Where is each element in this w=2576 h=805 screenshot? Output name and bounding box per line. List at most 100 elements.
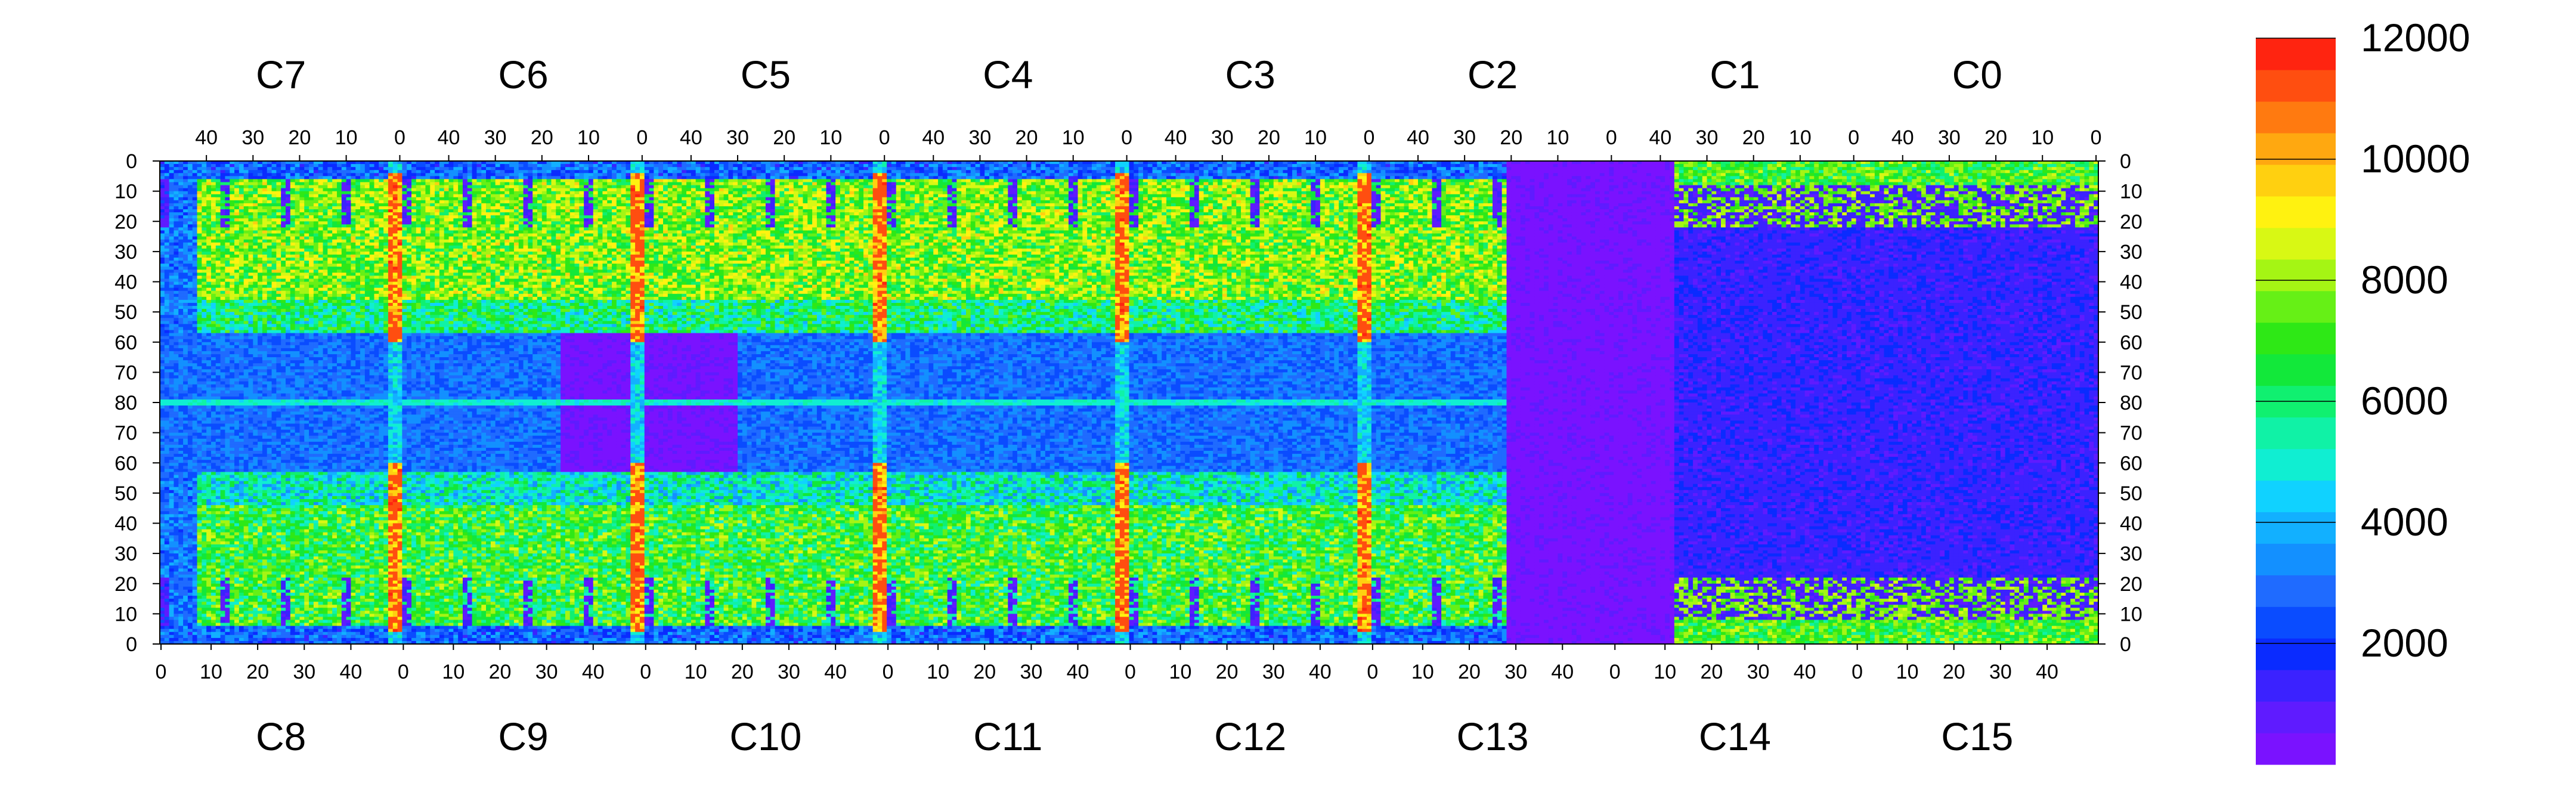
- heatmap-cell: [216, 402, 221, 406]
- heatmap-cell: [197, 635, 202, 639]
- heatmap-cell: [165, 197, 169, 201]
- heatmap-cell: [183, 466, 188, 469]
- heatmap-cell: [178, 414, 183, 418]
- heatmap-cell: [225, 463, 230, 466]
- heatmap-cell: [174, 240, 178, 243]
- heatmap-cell: [216, 587, 221, 590]
- heatmap-cell: [165, 553, 169, 557]
- heatmap-cell: [174, 493, 178, 497]
- heatmap-cell: [221, 252, 225, 255]
- heatmap-cell: [225, 288, 230, 292]
- heatmap-cell: [211, 448, 216, 451]
- heatmap-cell: [202, 535, 206, 539]
- heatmap-cell: [216, 623, 221, 627]
- heatmap-cell: [206, 397, 211, 400]
- heatmap-cell: [178, 611, 183, 614]
- heatmap-cell: [202, 297, 206, 301]
- heatmap-cell: [165, 556, 169, 560]
- heatmap-cell: [230, 312, 234, 315]
- heatmap-cell: [202, 532, 206, 536]
- heatmap-cell: [178, 264, 183, 267]
- heatmap-cell: [197, 442, 202, 445]
- heatmap-cell: [174, 427, 178, 431]
- heatmap-cell: [178, 635, 183, 639]
- heatmap-cell: [206, 167, 211, 171]
- heatmap-cell: [206, 275, 211, 279]
- heatmap-cell: [169, 333, 174, 337]
- heatmap-cell: [188, 246, 193, 249]
- heatmap-cell: [188, 505, 193, 509]
- heatmap-cell: [165, 541, 169, 545]
- heatmap-cell: [211, 330, 216, 334]
- heatmap-cell: [174, 599, 178, 602]
- heatmap-cell: [188, 164, 193, 168]
- heatmap-cell: [216, 348, 221, 352]
- heatmap-cell: [160, 614, 165, 617]
- heatmap-cell: [197, 191, 202, 195]
- heatmap-cell: [225, 505, 230, 509]
- heatmap-cell: [221, 547, 225, 551]
- heatmap-cell: [216, 209, 221, 213]
- heatmap-cell: [206, 270, 211, 273]
- heatmap-cell: [211, 547, 216, 551]
- heatmap-cell: [165, 164, 169, 168]
- heatmap-cell: [188, 427, 193, 431]
- heatmap-cell: [165, 309, 169, 312]
- heatmap-cell: [202, 496, 206, 500]
- heatmap-cell: [197, 309, 202, 312]
- heatmap-cell: [202, 457, 206, 460]
- heatmap-cell: [169, 605, 174, 608]
- heatmap-cell: [225, 638, 230, 642]
- heatmap-cell: [160, 318, 165, 321]
- heatmap-cell: [160, 623, 165, 627]
- heatmap-cell: [174, 379, 178, 382]
- heatmap-cell: [225, 309, 230, 312]
- heatmap-cell: [193, 417, 197, 421]
- heatmap-cell: [202, 508, 206, 512]
- heatmap-cell: [221, 224, 225, 228]
- heatmap-cell: [193, 530, 197, 533]
- heatmap-cell: [169, 282, 174, 286]
- heatmap-cell: [211, 617, 216, 620]
- heatmap-cell: [197, 584, 202, 587]
- heatmap-cell: [160, 505, 165, 509]
- heatmap-cell: [183, 339, 188, 343]
- heatmap-cell: [193, 234, 197, 237]
- heatmap-cell: [178, 559, 183, 563]
- heatmap-cell: [202, 246, 206, 249]
- heatmap-cell: [211, 385, 216, 388]
- heatmap-cell: [165, 191, 169, 195]
- heatmap-cell: [160, 291, 165, 295]
- heatmap-cell: [165, 249, 169, 252]
- heatmap-cell: [178, 460, 183, 463]
- heatmap-cell: [178, 224, 183, 228]
- heatmap-cell: [165, 547, 169, 551]
- heatmap-cell: [202, 318, 206, 321]
- heatmap-cell: [174, 420, 178, 424]
- heatmap-cell: [183, 351, 188, 355]
- heatmap-cell: [193, 258, 197, 261]
- heatmap-cell: [221, 297, 225, 301]
- heatmap-cell: [193, 400, 197, 403]
- heatmap-cell: [211, 460, 216, 463]
- heatmap-cell: [197, 532, 202, 536]
- heatmap-cell: [197, 261, 202, 264]
- heatmap-cell: [160, 297, 165, 301]
- heatmap-cell: [178, 179, 183, 182]
- heatmap-cell: [160, 230, 165, 234]
- heatmap-cell: [174, 502, 178, 506]
- heatmap-cell: [165, 487, 169, 491]
- heatmap-cell: [178, 472, 183, 475]
- heatmap-cell: [169, 472, 174, 475]
- heatmap-cell: [221, 475, 225, 479]
- heatmap-cell: [188, 520, 193, 524]
- heatmap-cell: [221, 167, 225, 171]
- heatmap-cell: [206, 405, 211, 409]
- heatmap-cell: [174, 575, 178, 578]
- heatmap-cell: [221, 562, 225, 566]
- heatmap-cell: [202, 527, 206, 530]
- heatmap-cell: [216, 617, 221, 620]
- heatmap-cell: [178, 366, 183, 370]
- heatmap-cell: [169, 493, 174, 497]
- heatmap-cell: [160, 538, 165, 542]
